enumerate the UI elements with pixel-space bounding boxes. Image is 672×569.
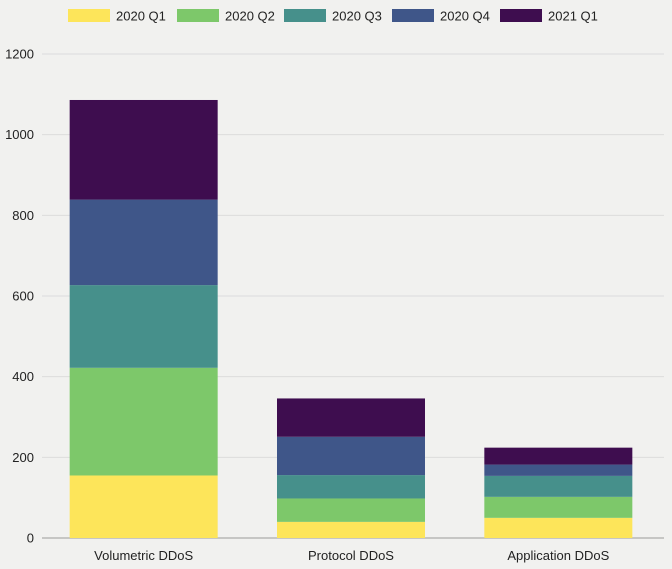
legend-item-2020-q3[interactable]: 2020 Q3: [284, 9, 382, 24]
bar-segment-protocol-ddos-2020-q2[interactable]: [277, 498, 425, 522]
y-axis: 0 200 400 600 800 1000 1200: [5, 47, 34, 546]
legend-label: 2020 Q3: [332, 9, 382, 24]
legend-label: 2020 Q4: [440, 9, 490, 24]
bar-segment-protocol-ddos-2021-q1[interactable]: [277, 398, 425, 437]
legend-label: 2021 Q1: [548, 9, 598, 24]
x-tick-label: Volumetric DDoS: [94, 548, 193, 563]
bar-segment-volumetric-ddos-2020-q3[interactable]: [69, 285, 218, 368]
bar-segment-protocol-ddos-2020-q4[interactable]: [277, 436, 425, 476]
legend-swatch: [392, 9, 434, 22]
legend-label: 2020 Q2: [225, 9, 275, 24]
bar-segment-application-ddos-2020-q1[interactable]: [484, 517, 633, 538]
bar-segment-application-ddos-2020-q2[interactable]: [484, 496, 633, 518]
bar-segment-application-ddos-2020-q4[interactable]: [484, 464, 633, 476]
y-tick-label: 400: [12, 369, 34, 384]
bar-segment-application-ddos-2020-q3[interactable]: [484, 475, 633, 497]
legend-swatch: [177, 9, 219, 22]
bar-segment-application-ddos-2021-q1[interactable]: [484, 447, 633, 465]
legend-item-2020-q1[interactable]: 2020 Q1: [68, 9, 166, 24]
y-tick-label: 600: [12, 289, 34, 304]
bar-segment-protocol-ddos-2020-q3[interactable]: [277, 475, 425, 499]
legend-swatch: [500, 9, 542, 22]
y-tick-label: 200: [12, 450, 34, 465]
legend-swatch: [284, 9, 326, 22]
legend-item-2020-q2[interactable]: 2020 Q2: [177, 9, 275, 24]
bar-segment-volumetric-ddos-2020-q2[interactable]: [69, 367, 218, 476]
y-tick-label: 0: [27, 531, 34, 546]
bar-segment-volumetric-ddos-2020-q4[interactable]: [69, 199, 218, 286]
legend-item-2020-q4[interactable]: 2020 Q4: [392, 9, 490, 24]
legend-swatch: [68, 9, 110, 22]
bars: [69, 99, 633, 538]
x-tick-label: Application DDoS: [507, 548, 609, 563]
y-tick-label: 1200: [5, 47, 34, 62]
bar-segment-protocol-ddos-2020-q1[interactable]: [277, 521, 425, 538]
legend-item-2021-q1[interactable]: 2021 Q1: [500, 9, 598, 24]
bar-segment-volumetric-ddos-2020-q1[interactable]: [69, 475, 218, 538]
y-tick-label: 1000: [5, 127, 34, 142]
y-tick-label: 800: [12, 208, 34, 223]
legend: 2020 Q1 2020 Q2 2020 Q3 2020 Q4 2021 Q1: [68, 9, 598, 24]
bar-segment-volumetric-ddos-2021-q1[interactable]: [69, 99, 218, 200]
legend-label: 2020 Q1: [116, 9, 166, 24]
x-axis: Volumetric DDoS Protocol DDoS Application …: [94, 548, 609, 563]
x-tick-label: Protocol DDoS: [308, 548, 394, 563]
